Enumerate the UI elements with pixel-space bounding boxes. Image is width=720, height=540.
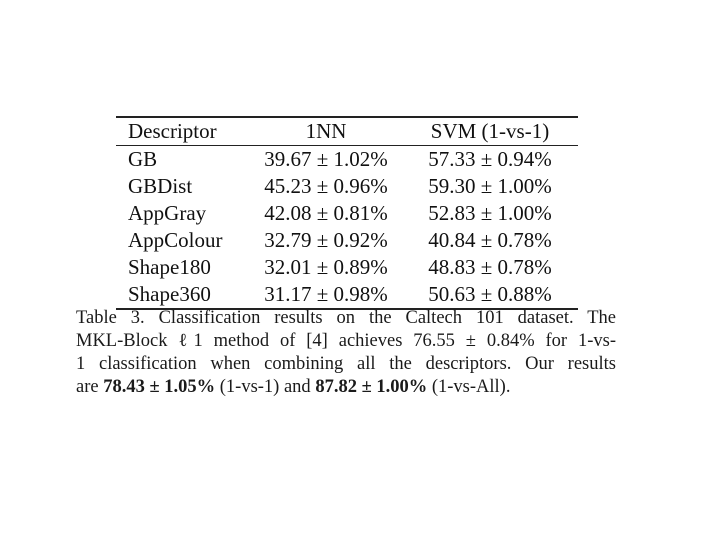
table-row: GBDist 45.23 ± 0.96% 59.30 ± 1.00% [116, 173, 578, 200]
table-row: Shape180 32.01 ± 0.89% 48.83 ± 0.78% [116, 254, 578, 281]
caption-line: MKL-Block ℓ1 method of [4] achieves 76.5… [76, 331, 616, 351]
table-row: GB 39.67 ± 1.02% 57.33 ± 0.94% [116, 146, 578, 174]
cell-descriptor: Shape360 [128, 282, 211, 306]
cell-1nn: 31.17 ± 0.98% [264, 282, 388, 306]
cell-1nn: 42.08 ± 0.81% [264, 201, 388, 225]
results-table-container: Descriptor 1NN SVM (1-vs-1) GB 39.67 ± 1… [116, 116, 578, 310]
cell-descriptor: Shape180 [128, 255, 211, 279]
caption-text: (1-vs-1) and [215, 377, 316, 397]
caption-result-1vs1: 78.43 ± 1.05% [103, 377, 216, 397]
header-svm: SVM (1-vs-1) [430, 119, 550, 143]
cell-svm: 50.63 ± 0.88% [428, 282, 552, 306]
cell-1nn: 39.67 ± 1.02% [264, 147, 388, 171]
table-row: AppGray 42.08 ± 0.81% 52.83 ± 1.00% [116, 200, 578, 227]
table-header-row: Descriptor 1NN SVM (1-vs-1) [116, 117, 578, 146]
header-1nn: 1NN [305, 119, 347, 143]
cell-1nn: 32.79 ± 0.92% [264, 228, 388, 252]
table-row: AppColour 32.79 ± 0.92% 40.84 ± 0.78% [116, 227, 578, 254]
cell-svm: 57.33 ± 0.94% [428, 147, 552, 171]
header-descriptor: Descriptor [128, 119, 217, 143]
cell-svm: 40.84 ± 0.78% [428, 228, 552, 252]
table-caption: Table 3. Classification results on the C… [76, 307, 616, 399]
caption-text: (1-vs-All). [427, 377, 511, 397]
cell-descriptor: AppColour [128, 228, 223, 252]
caption-result-1vsall: 87.82 ± 1.00% [315, 377, 428, 397]
cell-1nn: 32.01 ± 0.89% [264, 255, 388, 279]
caption-line: 1 classification when combining all the … [76, 354, 616, 374]
cell-descriptor: GB [128, 147, 158, 171]
cell-descriptor: AppGray [128, 201, 207, 225]
cell-svm: 48.83 ± 0.78% [428, 255, 552, 279]
cell-descriptor: GBDist [128, 174, 193, 198]
results-table: Descriptor 1NN SVM (1-vs-1) GB 39.67 ± 1… [116, 116, 578, 310]
caption-line: Table 3. Classification results on the C… [76, 308, 616, 328]
cell-1nn: 45.23 ± 0.96% [264, 174, 388, 198]
table-row: Shape360 31.17 ± 0.98% 50.63 ± 0.88% [116, 281, 578, 309]
caption-text: are [76, 377, 104, 397]
cell-svm: 52.83 ± 1.00% [428, 201, 552, 225]
cell-svm: 59.30 ± 1.00% [428, 174, 552, 198]
caption-line: are 78.43 ± 1.05% (1-vs-1) and 87.82 ± 1… [76, 376, 616, 399]
